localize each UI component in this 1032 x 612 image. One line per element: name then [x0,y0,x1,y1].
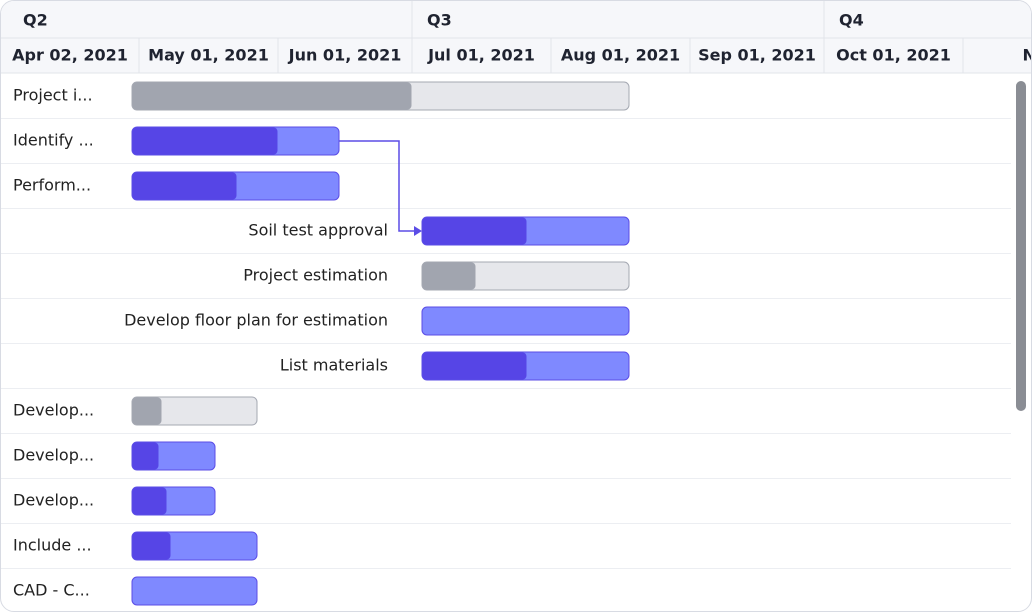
task-bar [131,576,258,606]
task-progress [422,352,527,380]
task-progress [422,217,527,245]
task-label: Perform... [13,176,91,195]
date-label: Jun 01, 2021 [288,46,402,65]
date-label: May 01, 2021 [148,46,269,65]
task-label: Include ... [13,536,92,555]
date-label: Aug 01, 2021 [561,46,680,65]
task-progress [132,442,159,470]
task-progress [132,127,278,155]
scrollbar-thumb[interactable] [1016,81,1026,411]
task-label: Soil test approval [248,221,388,240]
task-label: Project i... [13,86,93,105]
task-progress [132,532,171,560]
quarter-label: Q2 [23,11,48,30]
task-progress [132,487,167,515]
date-label: Sep 01, 2021 [698,46,816,65]
dependency-line [339,140,414,232]
task-progress [132,397,162,425]
date-label: Apr 02, 2021 [12,46,128,65]
task-label: Develop... [13,446,94,465]
date-label: Nov 01 [1023,46,1032,65]
date-label: Jul 01, 2021 [427,46,535,65]
date-label: Oct 01, 2021 [836,46,951,65]
task-label: Develop... [13,401,94,420]
task-progress [132,82,412,110]
dependency-arrow [414,226,422,236]
task-bar [421,306,630,336]
task-label: CAD - C... [13,581,90,600]
quarter-label: Q3 [427,11,452,30]
task-progress [132,172,237,200]
task-label: Identify ... [13,131,94,150]
quarter-label: Q4 [839,11,864,30]
task-label: Develop floor plan for estimation [124,311,388,330]
task-bar [131,396,258,426]
task-progress [422,262,476,290]
task-label: List materials [280,356,388,375]
task-label: Project estimation [243,266,388,285]
task-label: Develop... [13,491,94,510]
timeline-header [1,1,1031,73]
